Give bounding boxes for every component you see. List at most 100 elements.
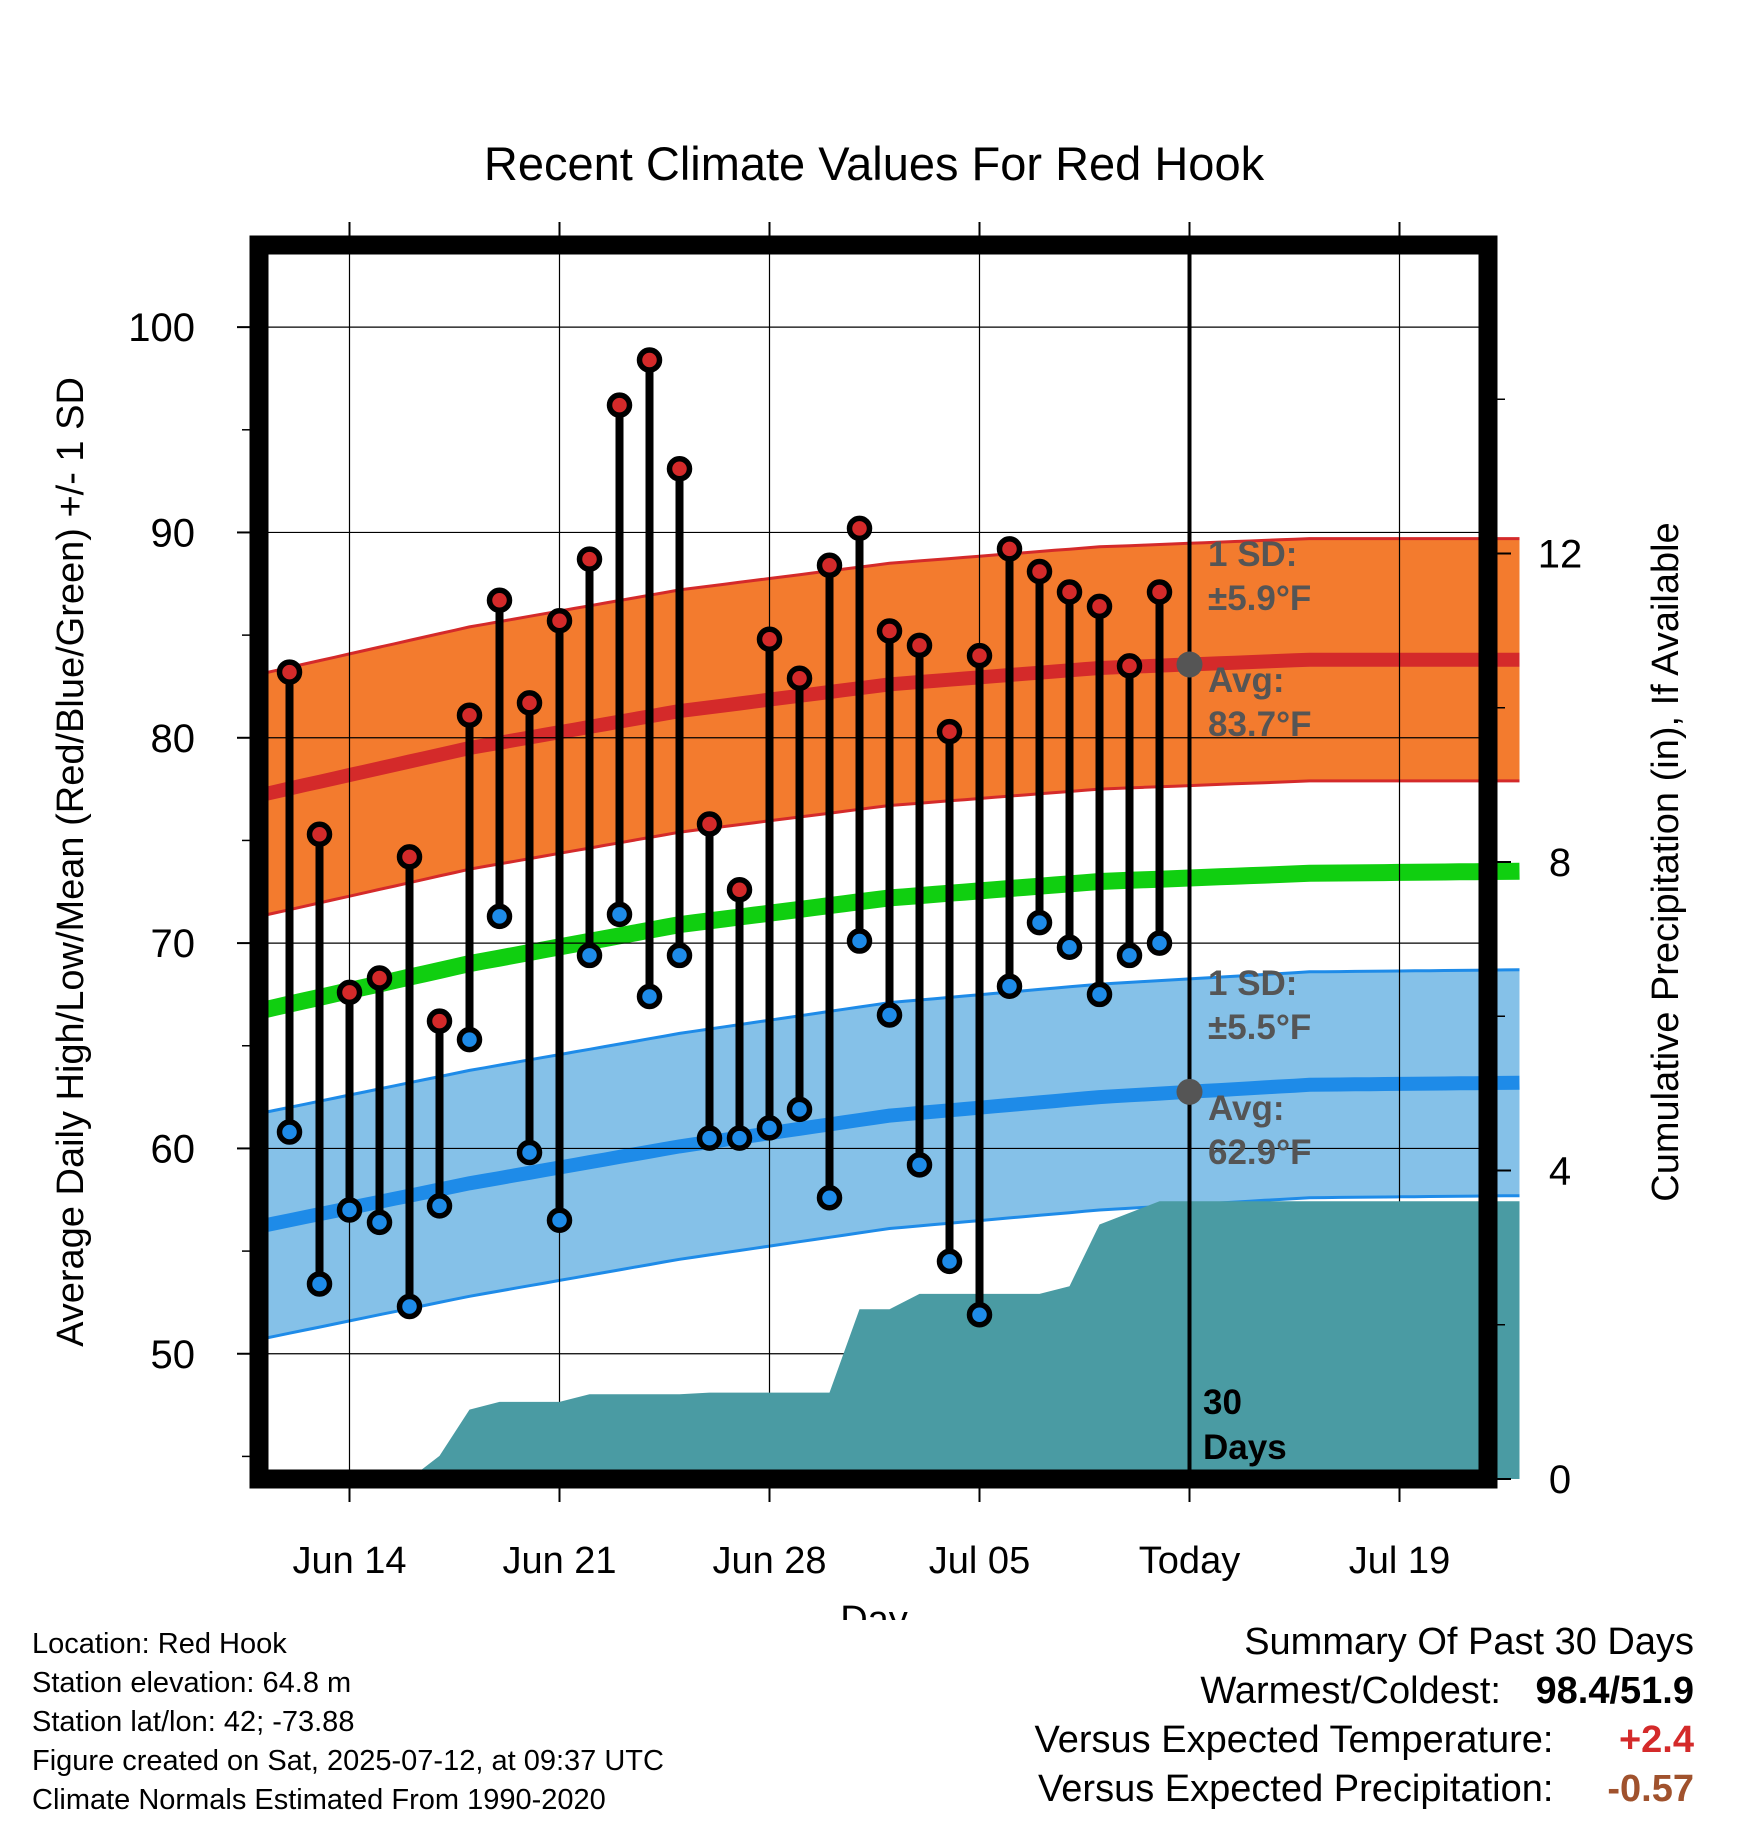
high-sd-band-upper-edge [259, 537, 1520, 676]
high-point-8 [516, 690, 543, 716]
high-point-24 [996, 536, 1023, 562]
high-point-23 [966, 642, 993, 669]
window-days-text: Days [1203, 1428, 1287, 1467]
chart-title: Recent Climate Values For Red Hook [484, 137, 1265, 190]
high-point-4 [396, 844, 423, 870]
high-point-12 [636, 347, 663, 373]
high-point-7 [486, 587, 513, 613]
low-point-0 [276, 1119, 303, 1145]
summary-temp: Versus Expected Temperature: +2.4 [1035, 1716, 1694, 1765]
y2-tick-label-12: 12 [1538, 533, 1583, 577]
station-info: Location: Red Hook Station elevation: 64… [32, 1625, 664, 1820]
low-point-16 [756, 1115, 783, 1141]
high-point-20 [876, 618, 903, 644]
low-point-23 [966, 1301, 993, 1328]
y-tick-label-100: 100 [128, 306, 195, 350]
low-point-9 [546, 1207, 573, 1234]
x-tick-label-5: Jul 19 [1349, 1540, 1450, 1582]
low-point-18 [816, 1184, 843, 1211]
low-sd-band [259, 969, 1520, 1340]
high-point-11 [606, 392, 633, 418]
low-avg-value: 62.9°F [1208, 1133, 1312, 1172]
y-tick-label-80: 80 [151, 717, 196, 761]
high-point-2 [336, 979, 363, 1006]
low-point-8 [516, 1139, 543, 1166]
today-layer [1176, 245, 1203, 1479]
warm-cold-label: Warmest/Coldest: [1200, 1670, 1501, 1712]
low-point-4 [396, 1293, 423, 1320]
high-point-3 [366, 965, 393, 991]
low-point-15 [726, 1125, 753, 1151]
x-tick-label-3: Jul 05 [929, 1540, 1030, 1582]
x-tick-label-2: Jun 28 [712, 1540, 826, 1582]
high-point-16 [756, 626, 783, 652]
low-point-6 [456, 1026, 483, 1053]
low-point-28 [1116, 942, 1143, 969]
window-days-number: 30 [1203, 1383, 1242, 1422]
y-axis-label: Average Daily High/Low/Mean (Red/Blue/Gr… [50, 377, 92, 1347]
high-point-5 [426, 1008, 453, 1034]
plot-frame [249, 235, 1498, 1489]
x-tick-label-1: Jun 21 [502, 1540, 616, 1582]
high-avg-value: 83.7°F [1208, 705, 1312, 744]
low-point-24 [996, 973, 1023, 999]
axes: 50 60 70 80 90 100 0 4 8 12 Jun 14 Jun 21 Jun 28 Jul … [128, 222, 1582, 1582]
low-sd-label: 1 SD: [1208, 964, 1297, 1003]
low-point-17 [786, 1096, 813, 1123]
high-point-13 [666, 456, 693, 482]
text-labels: Recent Climate Values For Red Hook Day Ave… [50, 137, 1687, 1620]
high-sd-label: 1 SD: [1208, 535, 1297, 574]
high-sd-value: ±5.9°F [1208, 579, 1311, 618]
low-avg-label: Avg: [1208, 1089, 1284, 1128]
high-point-27 [1086, 593, 1113, 620]
low-point-19 [846, 928, 873, 954]
today-high-avg-marker [1176, 651, 1203, 678]
high-point-25 [1026, 558, 1053, 585]
low-sd-value: ±5.5°F [1208, 1008, 1311, 1047]
low-point-14 [696, 1125, 723, 1151]
high-avg-label: Avg: [1208, 661, 1284, 700]
summary-title: Summary Of Past 30 Days [1244, 1621, 1694, 1663]
low-point-25 [1026, 909, 1053, 936]
low-sd-band-lower-edge [259, 1194, 1520, 1341]
high-point-21 [906, 632, 933, 659]
low-point-11 [606, 901, 633, 928]
y-tick-label-50: 50 [151, 1333, 196, 1377]
x-axis-label: Day [840, 1599, 908, 1620]
normals-period: Climate Normals Estimated From 1990-2020 [32, 1784, 606, 1816]
precip-layer [289, 1201, 1520, 1479]
plot-border [249, 235, 1498, 1489]
station-location: Location: Red Hook [32, 1628, 287, 1660]
low-point-22 [936, 1248, 963, 1275]
daily-points [276, 347, 1173, 1328]
precip-label: Versus Expected Precipitation: [1038, 1768, 1554, 1810]
low-point-21 [906, 1152, 933, 1178]
low-point-13 [666, 942, 693, 969]
x-tick-label-0: Jun 14 [292, 1540, 406, 1582]
station-elevation: Station elevation: 64.8 m [32, 1667, 352, 1699]
y-tick-label-70: 70 [151, 922, 196, 966]
low-point-2 [336, 1197, 363, 1223]
high-point-22 [936, 718, 963, 745]
low-point-12 [636, 983, 663, 1010]
figure-created: Figure created on Sat, 2025-07-12, at 09… [32, 1745, 664, 1777]
x-tick-label-4: Today [1139, 1540, 1240, 1582]
summary-precip: Versus Expected Precipitation: -0.57 [1035, 1765, 1694, 1814]
y2-tick-label-8: 8 [1549, 841, 1571, 885]
temp-label: Versus Expected Temperature: [1034, 1719, 1554, 1761]
low-point-27 [1086, 981, 1113, 1008]
high-point-10 [576, 546, 603, 572]
y2-axis-label: Cumulative Precipitation (in), If Availa… [1645, 522, 1687, 1201]
temp-value: +2.4 [1618, 1719, 1694, 1761]
low-point-26 [1056, 934, 1083, 960]
high-point-0 [276, 659, 303, 685]
high-point-29 [1146, 579, 1173, 605]
high-point-26 [1056, 579, 1083, 605]
low-point-29 [1146, 930, 1173, 956]
daily-stems [285, 359, 1164, 1315]
precip-value: -0.57 [1607, 1768, 1694, 1810]
y2-tick-label-0: 0 [1549, 1458, 1571, 1502]
high-point-9 [546, 607, 573, 634]
high-point-14 [696, 811, 723, 837]
low-point-7 [486, 903, 513, 930]
